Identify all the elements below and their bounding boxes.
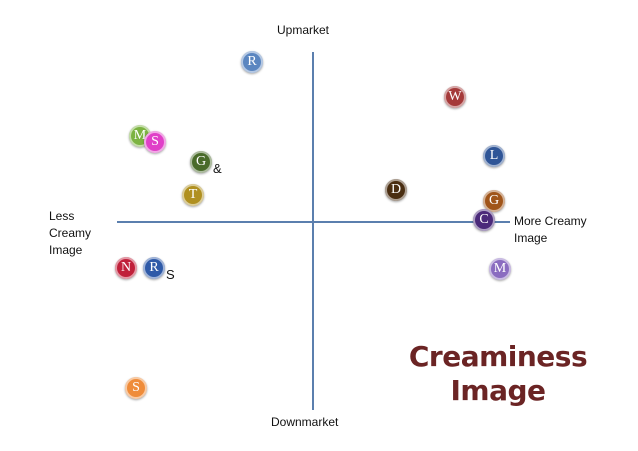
- brand-marker: R: [143, 257, 165, 279]
- top-label: Upmarket: [277, 23, 330, 37]
- brand-marker: R: [241, 51, 263, 73]
- brand-marker: G: [190, 151, 212, 173]
- brand-marker: M: [489, 258, 511, 280]
- brand-marker: G: [483, 190, 505, 212]
- bottom-label: Downmarket: [271, 415, 339, 429]
- horizontal-axis: [117, 221, 510, 223]
- left-label: Less Creamy Image: [49, 209, 92, 257]
- brand-marker: T: [182, 184, 204, 206]
- title: Creaminess Image: [408, 340, 588, 407]
- brand-marker: S: [144, 131, 166, 153]
- brand-marker: W: [444, 86, 466, 108]
- brand-suffix: &: [213, 161, 222, 176]
- brand-marker: N: [115, 257, 137, 279]
- brand-marker: S: [125, 377, 147, 399]
- brand-marker: L: [483, 145, 505, 167]
- brand-suffix: S: [166, 267, 175, 282]
- vertical-axis: [312, 52, 314, 410]
- brand-marker: C: [473, 209, 495, 231]
- brand-marker: D: [385, 179, 407, 201]
- right-label: More Creamy Image: [514, 214, 587, 245]
